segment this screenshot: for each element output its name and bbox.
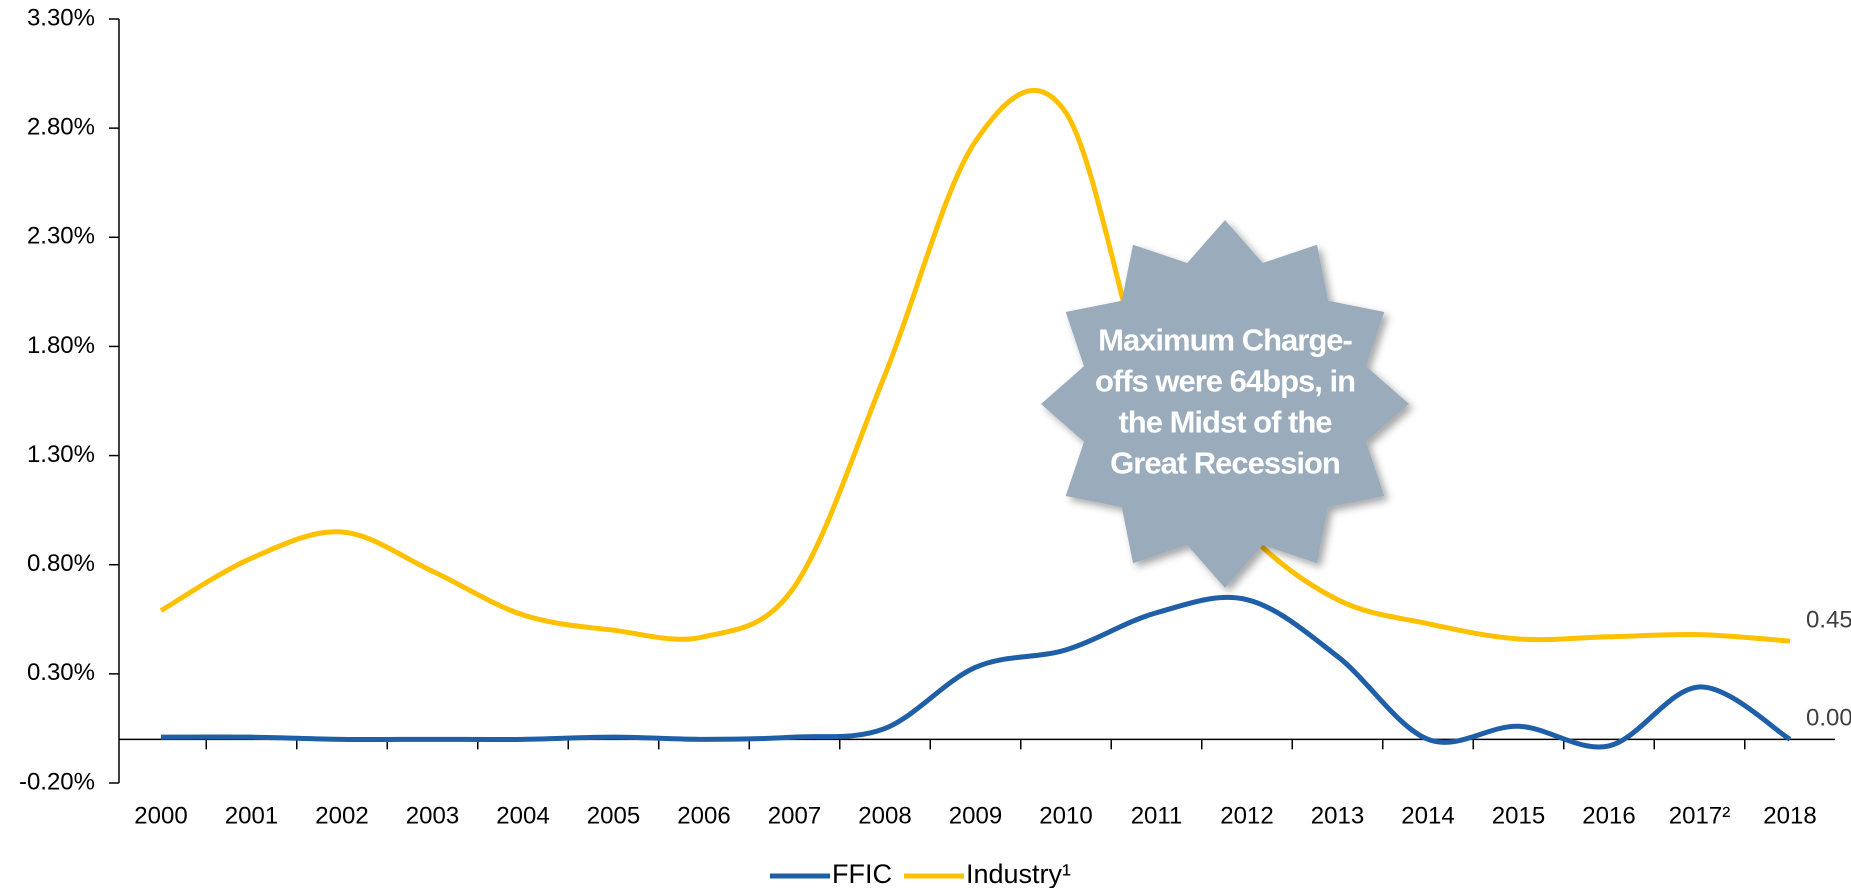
series-line — [160, 594, 1792, 750]
annotation-text: Great Recession — [1110, 446, 1340, 481]
x-tick-label: 2016 — [1582, 802, 1635, 829]
x-tick-label: 2013 — [1311, 802, 1364, 829]
x-tick-label: 2017² — [1669, 802, 1730, 829]
end-label: 0.45% — [1806, 606, 1851, 633]
x-tick-label: 2014 — [1401, 802, 1454, 829]
annotation-text: offs were 64bps, in — [1095, 364, 1355, 399]
x-tick-label: 2002 — [315, 802, 368, 829]
y-tick-label: 2.30% — [27, 223, 95, 250]
x-tick-label: 2012 — [1220, 802, 1273, 829]
y-tick-label: 3.30% — [27, 4, 95, 31]
y-tick-label: 0.80% — [27, 550, 95, 577]
end-label: 0.00% — [1806, 705, 1851, 732]
x-tick-label: 2003 — [406, 802, 459, 829]
x-tick-label: 2000 — [134, 802, 187, 829]
x-tick-label: 2009 — [949, 802, 1002, 829]
y-tick-label: 2.80% — [27, 113, 95, 140]
x-tick-label: 2015 — [1492, 802, 1545, 829]
x-tick-label: 2018 — [1763, 802, 1816, 829]
legend-label: Industry¹ — [966, 859, 1071, 888]
x-tick-label: 2010 — [1039, 802, 1092, 829]
x-tick-label: 2006 — [677, 802, 730, 829]
legend-label: FFIC — [832, 859, 892, 888]
y-tick-label: 1.30% — [27, 441, 95, 468]
y-tick-label: 1.80% — [27, 332, 95, 359]
x-tick-label: 2011 — [1131, 802, 1183, 829]
annotation-text: the Midst of the — [1118, 405, 1332, 440]
y-tick-label: 0.30% — [27, 659, 95, 686]
annotation-text: Maximum Charge- — [1098, 323, 1352, 358]
x-tick-label: 2001 — [225, 802, 278, 829]
series-line — [159, 88, 1791, 644]
x-tick-label: 2007 — [768, 802, 821, 829]
annotation-star — [1041, 220, 1409, 588]
x-tick-label: 2005 — [587, 802, 640, 829]
x-tick-label: 2004 — [496, 802, 549, 829]
y-tick-label: -0.20% — [19, 768, 95, 795]
x-tick-label: 2008 — [858, 802, 911, 829]
